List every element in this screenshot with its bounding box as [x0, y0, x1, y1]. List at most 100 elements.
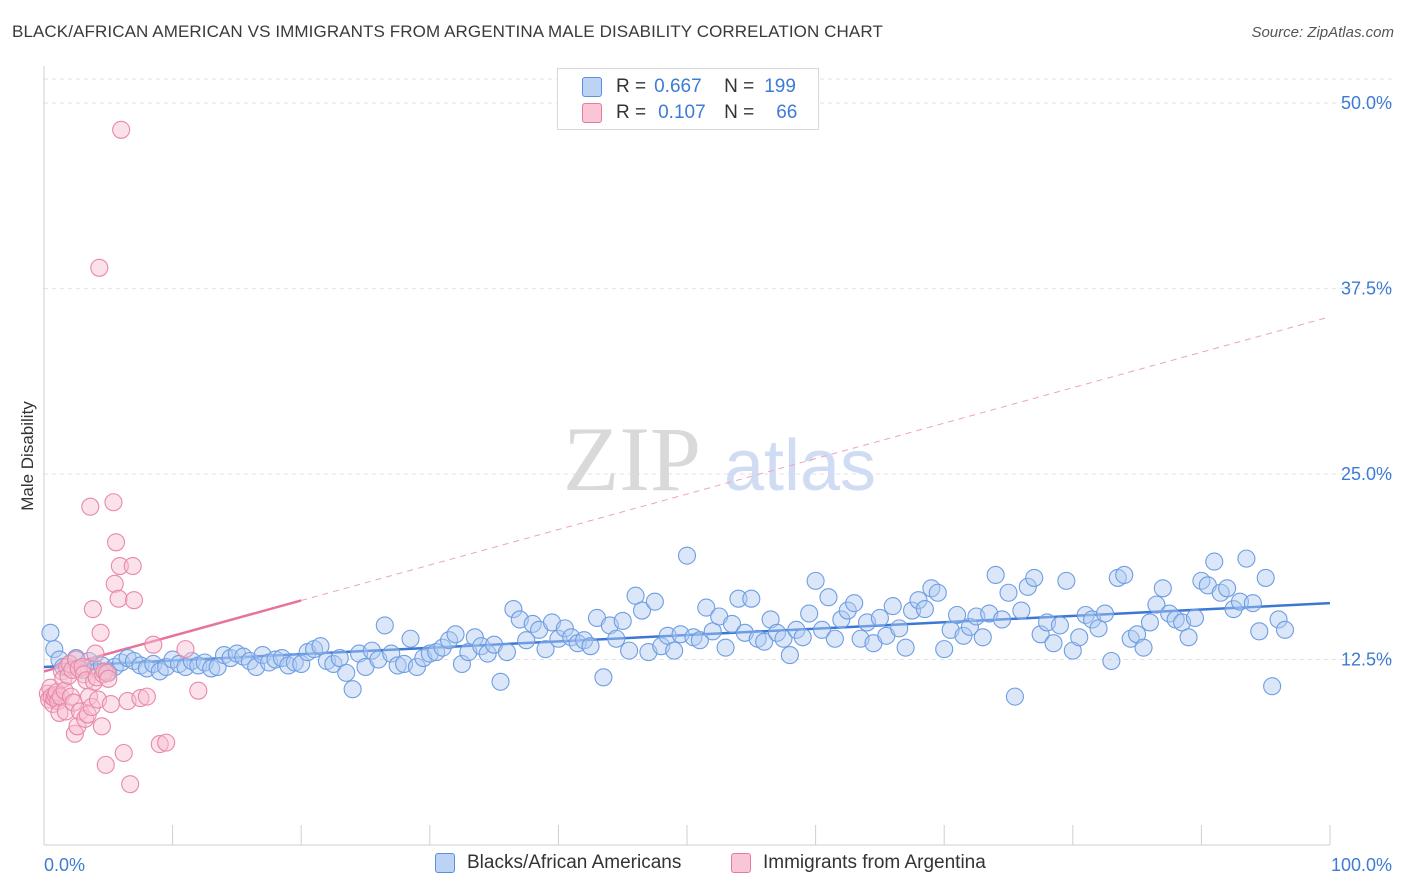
- point-blacks: [1012, 601, 1031, 620]
- point-argentina: [92, 717, 111, 736]
- point-blacks: [1263, 677, 1282, 696]
- point-blacks: [491, 672, 510, 691]
- point-argentina: [65, 724, 84, 743]
- x-tick-label: 100.0%: [1331, 855, 1392, 875]
- point-blacks: [1095, 604, 1114, 623]
- point-blacks: [555, 619, 574, 638]
- point-blacks: [632, 601, 652, 620]
- watermark-atlas: atlas: [724, 426, 876, 506]
- point-blacks: [1134, 638, 1153, 657]
- point-blacks: [362, 641, 381, 660]
- point-blacks: [1237, 549, 1256, 568]
- axes: [43, 66, 1331, 846]
- point-argentina: [131, 689, 150, 708]
- point-argentina: [137, 687, 156, 706]
- point-argentina: [86, 644, 105, 663]
- point-blacks: [742, 589, 761, 608]
- point-blacks: [1218, 579, 1237, 598]
- point-blacks: [581, 637, 600, 656]
- point-blacks: [870, 608, 889, 628]
- point-blacks: [845, 594, 864, 613]
- point-blacks: [896, 638, 915, 657]
- point-blacks: [1005, 687, 1024, 706]
- point-blacks: [45, 640, 64, 659]
- point-blacks: [607, 629, 626, 648]
- point-blacks: [729, 589, 748, 608]
- point-argentina: [150, 735, 169, 754]
- point-blacks: [716, 638, 735, 657]
- point-blacks: [517, 631, 536, 650]
- point-argentina: [91, 623, 110, 642]
- point-blacks: [202, 659, 221, 678]
- point-blacks: [41, 623, 60, 642]
- point-argentina: [109, 589, 128, 608]
- point-blacks: [1115, 565, 1134, 584]
- point-argentina: [104, 493, 123, 512]
- point-blacks: [793, 628, 812, 647]
- point-argentina: [157, 733, 176, 752]
- r-value: 0.667: [654, 76, 702, 97]
- data-points: [38, 120, 1295, 794]
- n-label: N =: [724, 102, 755, 123]
- point-blacks: [665, 641, 684, 660]
- point-blacks: [800, 604, 819, 623]
- point-argentina: [64, 693, 83, 712]
- point-blacks: [1102, 651, 1121, 671]
- point-blacks: [838, 601, 857, 620]
- trend-line-argentina-extension: [301, 316, 1331, 601]
- point-argentina: [124, 591, 144, 610]
- point-blacks: [208, 657, 227, 676]
- point-blacks: [337, 663, 356, 682]
- point-blacks: [993, 610, 1012, 629]
- point-blacks: [1050, 616, 1069, 635]
- point-argentina: [110, 556, 129, 576]
- point-blacks: [697, 598, 716, 617]
- point-blacks: [755, 632, 774, 651]
- point-blacks: [452, 654, 472, 674]
- point-blacks: [465, 628, 484, 647]
- point-argentina: [63, 660, 82, 679]
- y-tick-label: 25.0%: [1341, 464, 1392, 484]
- trend-lines: [43, 316, 1331, 673]
- point-blacks: [1057, 571, 1076, 590]
- point-argentina: [189, 681, 208, 700]
- point-blacks: [935, 640, 954, 659]
- n-value: 66: [776, 102, 798, 123]
- point-argentina: [82, 697, 101, 717]
- n-value: 199: [764, 76, 796, 97]
- legend-label-blacks: Blacks/African Americans: [467, 852, 682, 873]
- point-argentina: [176, 640, 195, 659]
- point-blacks: [986, 565, 1005, 584]
- point-blacks: [973, 628, 992, 647]
- y-tick-label: 50.0%: [1341, 93, 1392, 113]
- point-argentina: [90, 258, 109, 277]
- point-blacks: [722, 614, 742, 633]
- point-blacks: [1140, 613, 1160, 632]
- point-blacks: [1205, 552, 1224, 571]
- point-blacks: [948, 605, 967, 625]
- n-label: N =: [724, 76, 755, 97]
- source-credit: Source: ZipAtlas.com: [1251, 24, 1394, 41]
- x-tick-label: 0.0%: [44, 855, 85, 875]
- point-blacks: [1224, 600, 1243, 619]
- point-blacks: [1256, 568, 1275, 587]
- legend-item-blacks[interactable]: Blacks/African Americans: [435, 852, 681, 874]
- point-blacks: [375, 616, 394, 635]
- r-value: 0.107: [658, 102, 706, 123]
- point-blacks: [1147, 595, 1166, 614]
- point-blacks: [285, 653, 304, 672]
- point-blacks: [292, 654, 311, 674]
- legend-swatch-argentina: [582, 103, 602, 123]
- legend-row-blacks: R = 0.667 N = 199: [582, 75, 796, 99]
- point-blacks: [620, 641, 639, 660]
- point-argentina: [101, 694, 120, 714]
- legend-item-argentina[interactable]: Immigrants from Argentina: [731, 852, 986, 874]
- point-blacks: [1018, 577, 1037, 596]
- grid-lines: [44, 78, 1392, 661]
- trend-line-blacks: [43, 601, 1331, 669]
- point-blacks: [1243, 594, 1262, 613]
- point-blacks: [504, 600, 523, 619]
- point-argentina: [121, 775, 140, 794]
- point-blacks: [806, 571, 825, 590]
- point-blacks: [1269, 610, 1288, 629]
